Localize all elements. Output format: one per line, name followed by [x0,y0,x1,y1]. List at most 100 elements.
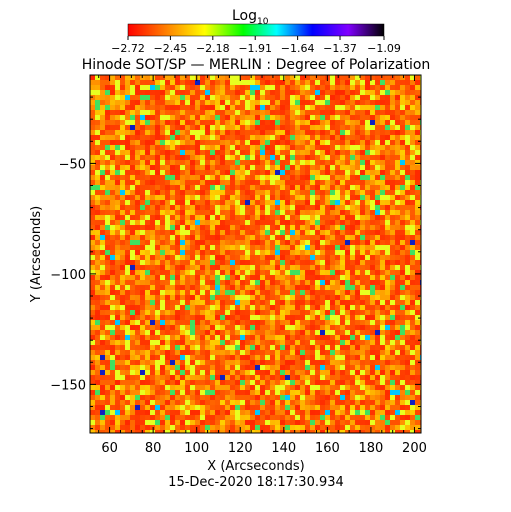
heatmap-cell [195,120,200,125]
heatmap-cell [125,345,130,350]
heatmap-cell [100,95,105,100]
heatmap-cell [125,230,130,235]
heatmap-cell [140,155,145,160]
heatmap-cell [175,145,180,150]
heatmap-cell [395,395,400,400]
heatmap-cell [195,345,200,350]
heatmap-cell [255,415,260,420]
heatmap-cell [220,185,225,190]
heatmap-cell [245,135,250,140]
heatmap-cell [390,180,395,185]
heatmap-cell [105,255,110,260]
heatmap-cell [360,125,365,130]
heatmap-cell [205,245,210,250]
heatmap-cell [135,205,140,210]
heatmap-cell [265,255,270,260]
heatmap-cell [360,130,365,135]
heatmap-cell [325,130,330,135]
heatmap-cell [105,380,110,385]
heatmap-cell [200,310,205,315]
heatmap-cell [400,320,405,325]
heatmap-cell [410,405,415,410]
heatmap-cell [240,200,245,205]
heatmap-cell [155,405,160,410]
heatmap-cell [200,80,205,85]
heatmap-cell [95,275,100,280]
heatmap-cell [215,430,220,433]
heatmap-cell [270,80,275,85]
heatmap-cell [125,240,130,245]
heatmap-cell [130,250,135,255]
heatmap-cell [335,245,340,250]
heatmap-cell [315,100,320,105]
heatmap-cell [270,220,275,225]
heatmap-cell [225,185,230,190]
heatmap-cell [165,355,170,360]
heatmap-cell [245,200,250,205]
heatmap-cell [350,220,355,225]
heatmap-cell [240,315,245,320]
heatmap-cell [245,420,250,425]
heatmap-cell [295,105,300,110]
heatmap-cell [345,230,350,235]
heatmap-cell [320,300,325,305]
heatmap-cell [410,160,415,165]
heatmap-cell [255,120,260,125]
heatmap-cell [170,245,175,250]
heatmap-cell [150,325,155,330]
heatmap-cell [145,150,150,155]
heatmap-cell [215,110,220,115]
heatmap-cell [200,205,205,210]
heatmap-cell [340,170,345,175]
heatmap-cell [305,275,310,280]
heatmap-cell [150,120,155,125]
heatmap-cell [110,265,115,270]
heatmap-cell [320,200,325,205]
heatmap-cell [340,200,345,205]
heatmap-cell [405,265,410,270]
heatmap-cell [395,150,400,155]
heatmap-cell [145,90,150,95]
heatmap-cell [95,240,100,245]
heatmap-cell [210,170,215,175]
heatmap-cell [275,80,280,85]
heatmap-cell [200,85,205,90]
heatmap-cell [240,140,245,145]
heatmap-cell [180,110,185,115]
heatmap-cell [390,315,395,320]
heatmap-cell [305,165,310,170]
heatmap-cell [110,110,115,115]
heatmap-cell [90,170,95,175]
heatmap-cell [365,395,370,400]
heatmap-cell [300,345,305,350]
heatmap-cell [165,350,170,355]
heatmap-cell [390,260,395,265]
heatmap-cell [120,165,125,170]
heatmap-cell [115,340,120,345]
heatmap-cell [145,135,150,140]
heatmap-cell [290,310,295,315]
heatmap-cell [275,195,280,200]
heatmap-cell [275,225,280,230]
heatmap-cell [295,190,300,195]
heatmap-cell [270,210,275,215]
heatmap-cell [255,365,260,370]
heatmap-cell [265,165,270,170]
heatmap-cell [400,75,405,80]
heatmap-cell [325,410,330,415]
heatmap-cell [125,350,130,355]
heatmap-cell [130,405,135,410]
heatmap-cell [370,395,375,400]
heatmap-cell [215,325,220,330]
heatmap-cell [395,120,400,125]
heatmap-cell [405,115,410,120]
heatmap-cell [190,210,195,215]
heatmap-cell [200,425,205,430]
heatmap-cell [295,260,300,265]
heatmap-cell [160,305,165,310]
heatmap-cell [415,270,420,275]
heatmap-cell [350,240,355,245]
heatmap-cell [205,410,210,415]
heatmap-cell [235,190,240,195]
heatmap-cell [180,200,185,205]
